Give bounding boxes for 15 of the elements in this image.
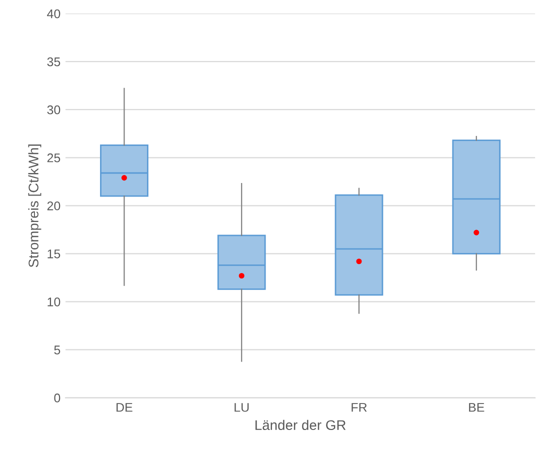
- y-tick-label: 40: [47, 9, 60, 18]
- x-tick-label: BE: [469, 403, 484, 412]
- y-tick-label: 5: [54, 346, 60, 354]
- y-axis-title: Strompreis [Ct/kWh]: [28, 144, 42, 268]
- x-axis-title: Länder der GR: [256, 420, 346, 430]
- y-tick-label: 10: [48, 298, 60, 306]
- y-tick-label: 15: [48, 250, 60, 258]
- x-tick-label: FR: [352, 403, 367, 412]
- y-tick-label: 25: [47, 153, 60, 162]
- y-tick-label: 20: [47, 201, 60, 210]
- y-tick-label: 0: [54, 394, 60, 402]
- y-tick-label: 30: [47, 105, 60, 114]
- y-tick-label: 35: [47, 57, 60, 66]
- x-tick-label: LU: [234, 403, 249, 412]
- x-tick-label: DE: [116, 403, 132, 412]
